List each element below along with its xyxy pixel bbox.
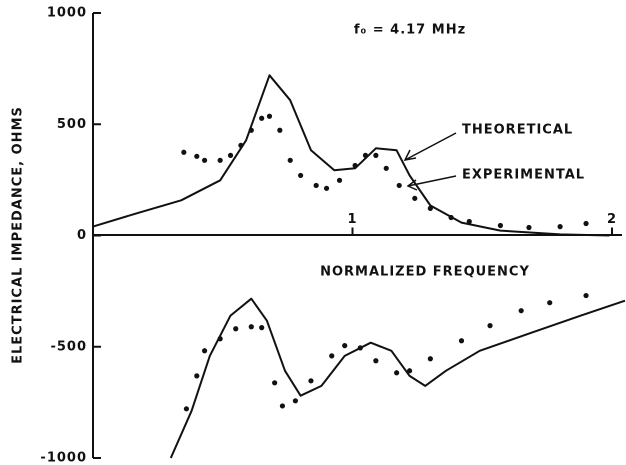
data-point [383,165,389,171]
data-point [336,177,343,183]
data-point [362,152,369,158]
data-point [497,222,504,229]
data-point [342,343,348,349]
data-point [412,195,418,201]
data-point [406,368,413,374]
data-point [248,324,254,330]
y-tick-label: -500 [50,339,87,354]
data-point [323,185,330,191]
data-point [357,345,363,351]
data-point [183,406,190,412]
y-tick-label: 500 [57,117,87,132]
data-point [266,113,273,119]
data-point [518,308,524,314]
data-point [287,157,293,163]
data-point [526,224,532,231]
data-point [458,338,465,344]
data-point [272,380,278,386]
data-point [427,205,433,211]
data-point [427,356,433,362]
data-point [248,127,254,133]
y-axis-label: ELECTRICAL IMPEDANCE, OHMS [11,106,26,364]
data-point [259,115,265,121]
data-point [201,157,208,163]
data-point [217,336,223,342]
data-point [557,224,563,230]
data-point [181,149,187,155]
data-point [352,162,358,169]
data-point [448,214,454,221]
data-point [466,218,472,225]
x-axis-label: NORMALIZED FREQUENCY [320,265,530,280]
data-point [487,323,493,329]
data-point [308,378,314,384]
data-point [217,157,223,163]
data-point [277,127,283,133]
data-point [313,182,319,189]
data-point [194,373,200,379]
data-point [292,398,299,404]
data-point [373,358,379,364]
y-tick-label: 1000 [47,6,87,21]
data-point [329,353,335,359]
data-point [227,152,234,158]
annotation: THEORETICAL [462,123,573,138]
data-point [238,142,244,148]
data-point [259,325,265,331]
y-tick-label: 0 [77,228,87,243]
data-point [373,152,379,158]
x-tick-label: 2 [607,212,617,227]
data-line [92,74,610,237]
x-tick-label: 1 [347,212,357,227]
data-point [233,326,239,332]
annotation-arrow [404,132,457,161]
data-point [396,182,402,189]
chart-title: f₀ = 4.17 MHz [354,23,466,38]
data-point [201,348,208,354]
data-line [169,297,626,459]
data-point [194,153,200,159]
y-tick-label: -1000 [40,451,87,465]
data-point [298,172,304,179]
annotation: EXPERIMENTAL [462,168,585,183]
data-point [279,403,286,409]
data-point [583,220,589,227]
data-point [583,292,589,299]
arrow-head [403,149,417,162]
data-point [394,370,400,376]
data-point [547,300,553,306]
